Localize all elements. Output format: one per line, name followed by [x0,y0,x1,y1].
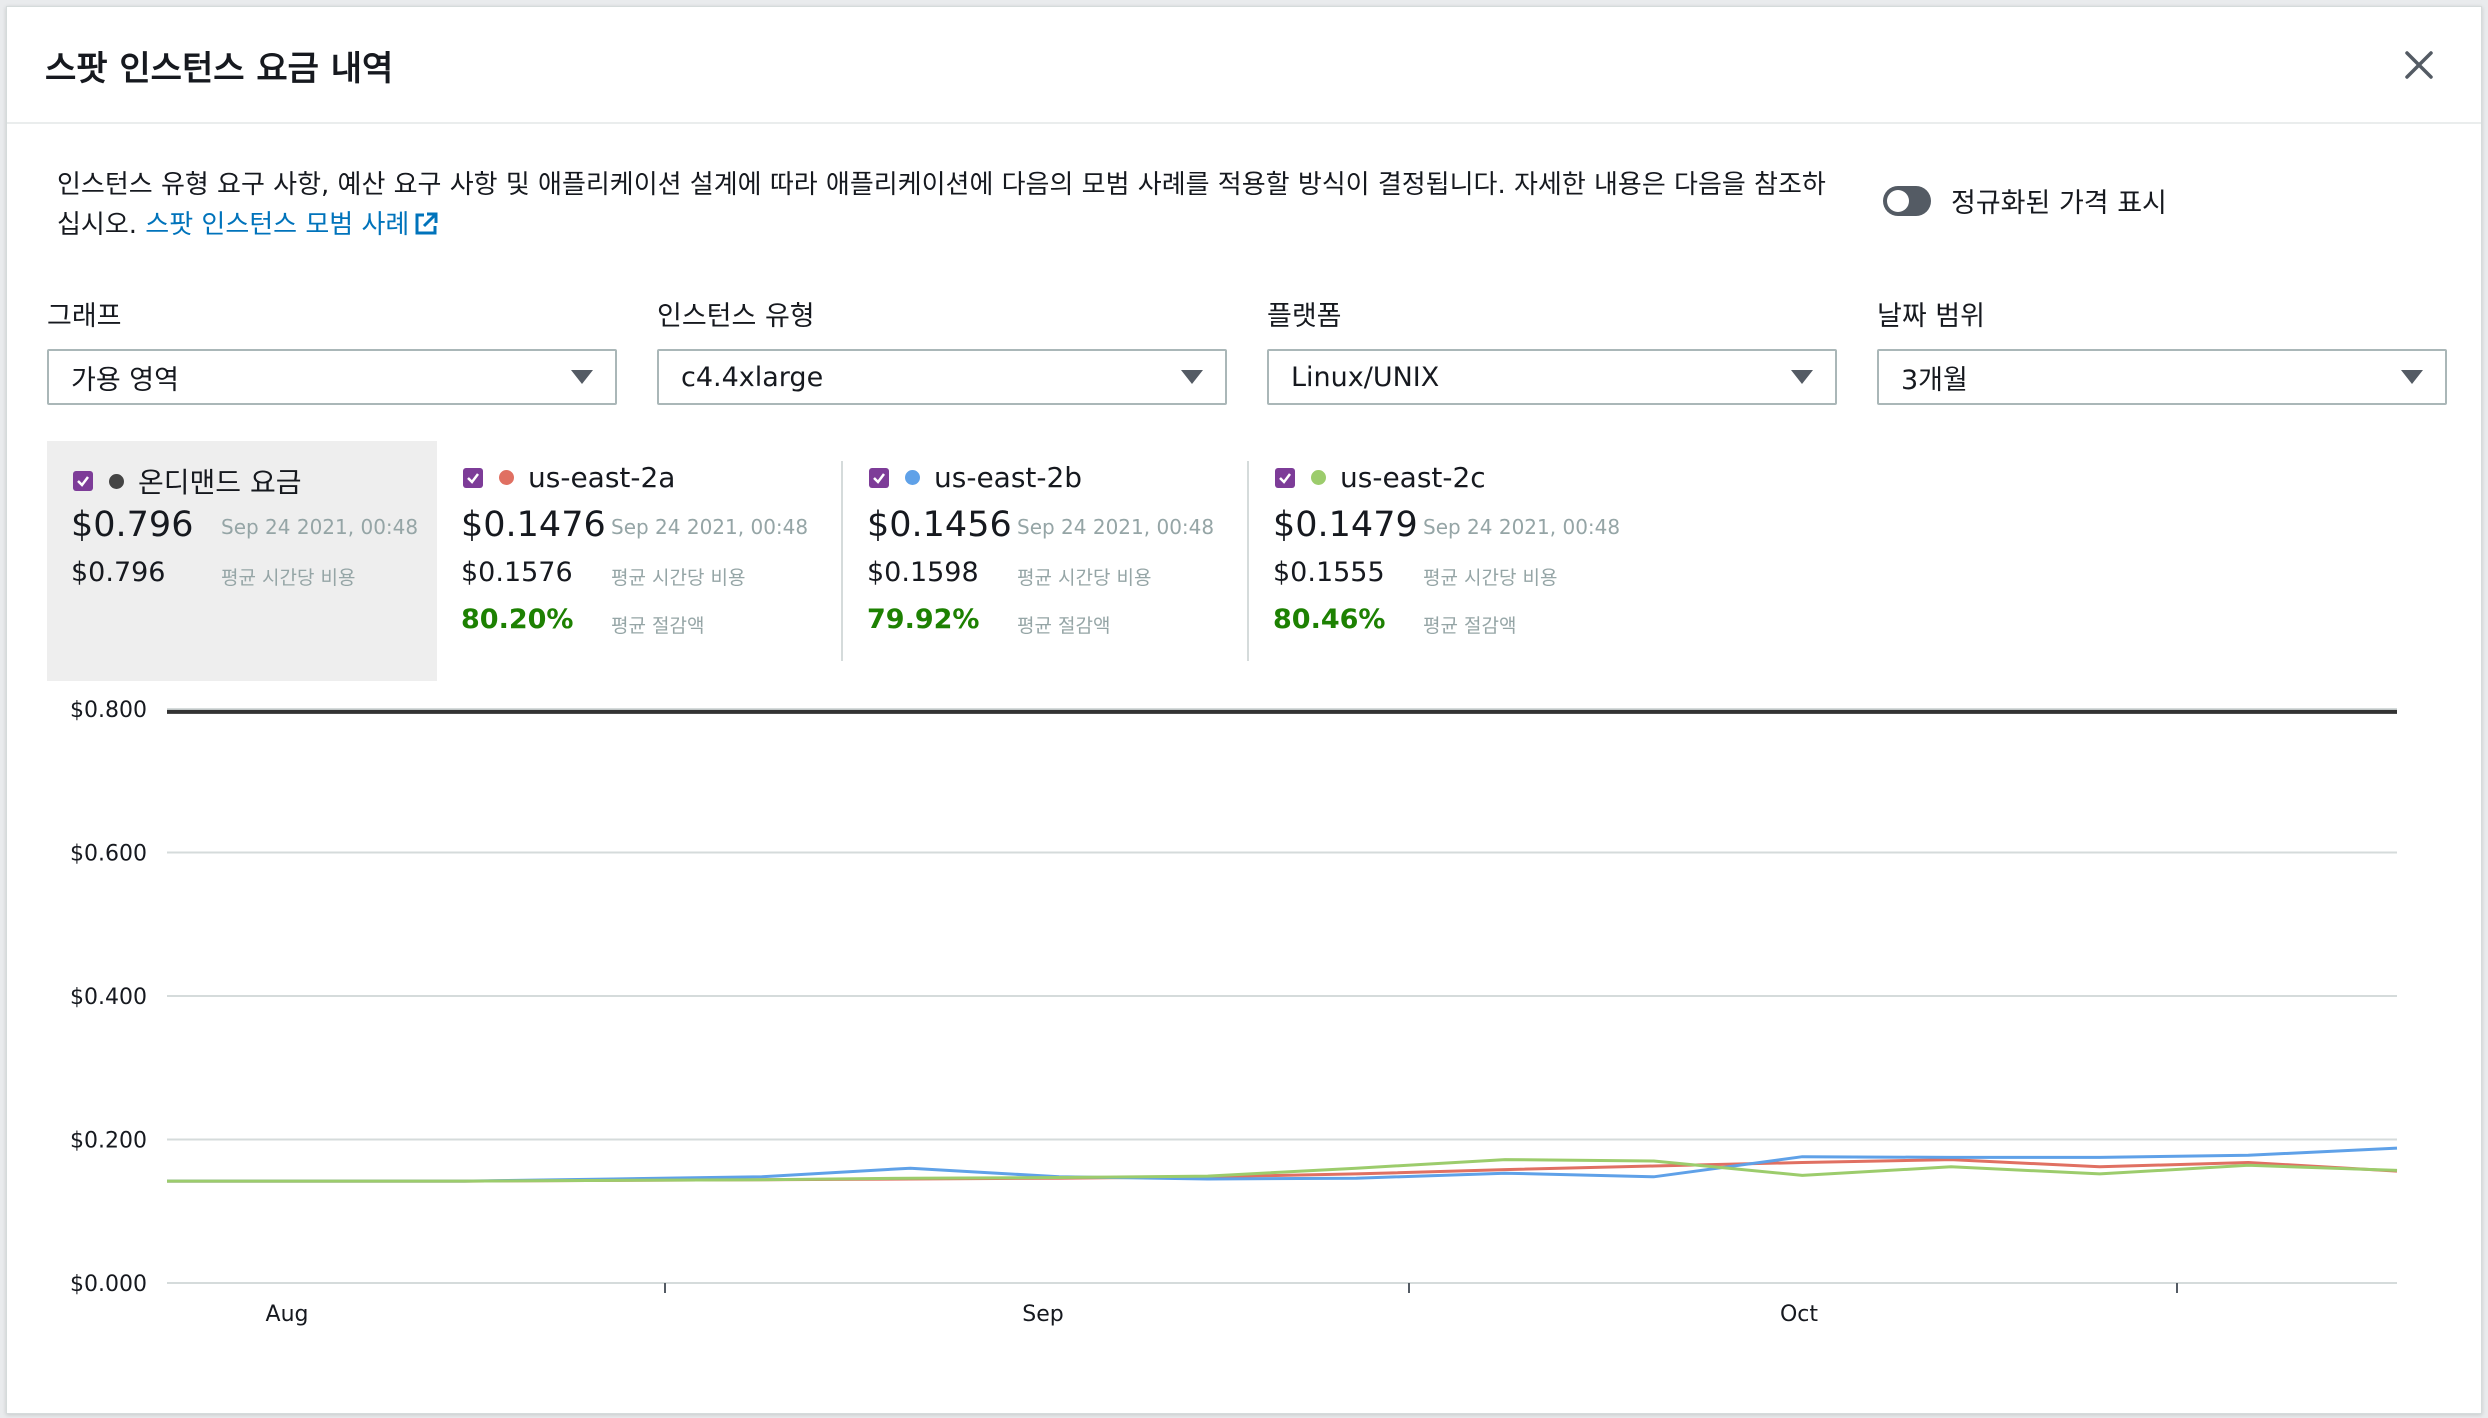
legend-item-us-east-2c[interactable]: us-east-2c $0.1479 Sep 24 2021, 00:48 $0… [1249,441,1639,681]
date-range-select[interactable]: 3개월 [1877,349,2447,405]
date-range-select-value: 3개월 [1901,364,1968,396]
graph-select[interactable]: 가용 영역 [47,349,617,405]
legend-item-on-demand[interactable]: 온디맨드 요금 $0.796 Sep 24 2021, 00:48 $0.796… [47,441,437,681]
close-button[interactable] [2397,43,2441,87]
modal-title: 스팟 인스턴스 요금 내역 [45,49,394,89]
toggle-knob [1887,189,1909,212]
normalized-price-toggle-group: 정규화된 가격 표시 [1883,181,2167,220]
close-icon [2405,51,2433,79]
current-price: $0.1479 [1273,505,1418,545]
average-savings: 79.92% [867,604,980,635]
caret-down-icon [1791,370,1813,384]
instance-type-label: 인스턴스 유형 [657,301,815,332]
instance-type-field: 인스턴스 유형 c4.4xlarge [657,297,1227,405]
average-hourly-cost-label: 평균 시간당 비용 [1017,567,1152,589]
price-date: Sep 24 2021, 00:48 [221,515,419,539]
legend-divider [1247,461,1249,661]
price-date: Sep 24 2021, 00:48 [1423,515,1621,539]
graph-select-value: 가용 영역 [71,364,179,396]
average-hourly-cost-label: 평균 시간당 비용 [221,567,356,589]
current-price: $0.796 [71,505,194,545]
y-tick-label: $0.200 [70,1129,147,1154]
platform-select-value: Linux/UNIX [1291,361,1440,393]
checkbox-checked-icon[interactable] [1275,467,1295,488]
date-range-field: 날짜 범위 3개월 [1877,297,2447,405]
average-hourly-cost: $0.1576 [461,557,573,588]
average-savings-label: 평균 절감액 [1017,615,1111,637]
description-text: 인스턴스 유형 요구 사항, 예산 요구 사항 및 애플리케이션 설계에 따라 … [57,170,1826,240]
series-line [167,1158,2398,1183]
price-history-chart: $0.800 $0.600 $0.400 $0.200 $0.000 Aug Sep Oct [70,698,2398,1327]
y-tick-label: $0.600 [70,842,147,867]
current-price: $0.1476 [461,505,606,545]
average-hourly-cost: $0.1598 [867,557,979,588]
checkbox-checked-icon[interactable] [73,471,93,491]
y-tick-label: $0.400 [70,985,147,1010]
x-tick-label: Sep [1022,1302,1063,1327]
legend-item-us-east-2a[interactable]: us-east-2a $0.1476 Sep 24 2021, 00:48 $0… [437,441,827,681]
legend-series-name: us-east-2b [934,461,1083,494]
average-hourly-cost: $0.1555 [1273,557,1385,588]
platform-field: 플랫폼 Linux/UNIX [1267,297,1837,405]
average-savings-label: 평균 절감액 [611,615,705,637]
average-hourly-cost-label: 평균 시간당 비용 [1423,567,1558,589]
caret-down-icon [571,370,593,384]
description: 인스턴스 유형 요구 사항, 예산 요구 사항 및 애플리케이션 설계에 따라 … [57,165,1837,245]
y-tick-label: $0.800 [70,698,147,723]
current-price: $0.1456 [867,505,1012,545]
price-date: Sep 24 2021, 00:48 [611,515,809,539]
legend-series-name: us-east-2a [528,461,676,494]
checkbox-checked-icon[interactable] [463,467,483,488]
series-color-dot [499,470,514,485]
x-tick-label: Aug [266,1302,309,1327]
legend-series-name: 온디맨드 요금 [138,466,302,499]
average-hourly-cost: $0.796 [71,557,166,588]
normalized-price-label: 정규화된 가격 표시 [1951,188,2167,219]
average-savings: 80.46% [1273,604,1386,635]
price-date: Sep 24 2021, 00:48 [1017,515,1215,539]
caret-down-icon [1181,370,1203,384]
instance-type-select[interactable]: c4.4xlarge [657,349,1227,405]
normalized-price-toggle[interactable] [1883,185,1931,216]
average-hourly-cost-label: 평균 시간당 비용 [611,567,746,589]
graph-field: 그래프 가용 영역 [47,297,617,405]
legend-divider [841,461,843,661]
platform-label: 플랫폼 [1267,301,1342,332]
legend-item-us-east-2b[interactable]: us-east-2b $0.1456 Sep 24 2021, 00:48 $0… [843,441,1233,681]
platform-select[interactable]: Linux/UNIX [1267,349,1837,405]
date-range-label: 날짜 범위 [1877,301,1985,332]
legend-series-name: us-east-2c [1340,461,1486,494]
x-tick-label: Oct [1780,1302,1818,1327]
checkbox-checked-icon[interactable] [869,467,889,488]
instance-type-select-value: c4.4xlarge [681,361,824,393]
best-practices-link-text: 스팟 인스턴스 모범 사례 [145,210,410,240]
average-savings-label: 평균 절감액 [1423,615,1517,637]
series-color-dot [905,470,920,485]
average-savings: 80.20% [461,604,574,635]
y-tick-label: $0.000 [70,1272,147,1297]
series-color-dot [1311,470,1326,485]
series-color-dot [109,473,124,489]
external-link-icon [415,212,438,235]
spot-pricing-history-modal: 스팟 인스턴스 요금 내역 인스턴스 유형 요구 사항, 예산 요구 사항 및 … [6,6,2482,1414]
modal-header: 스팟 인스턴스 요금 내역 [7,7,2481,124]
caret-down-icon [2401,370,2423,384]
graph-label: 그래프 [47,301,122,332]
best-practices-link[interactable]: 스팟 인스턴스 모범 사례 [145,210,439,240]
